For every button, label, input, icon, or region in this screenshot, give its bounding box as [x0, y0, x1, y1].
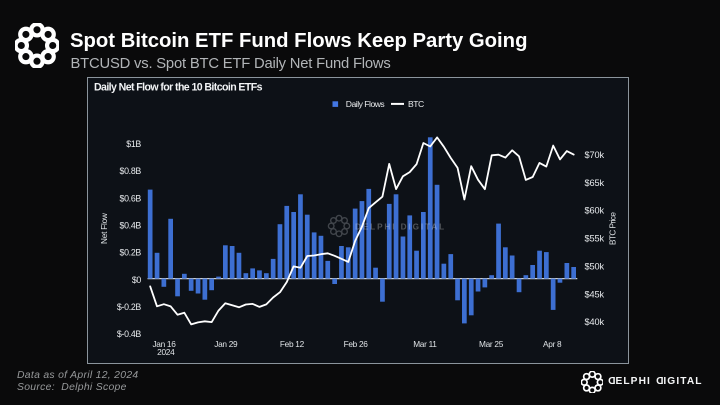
svg-text:2024: 2024 — [157, 347, 175, 357]
svg-text:$-0.4B: $-0.4B — [117, 329, 142, 339]
svg-text:Mar 25: Mar 25 — [479, 339, 504, 349]
svg-text:Jan 29: Jan 29 — [214, 339, 238, 349]
svg-text:$0.4B: $0.4B — [120, 221, 142, 231]
svg-text:Jan 16: Jan 16 — [152, 339, 176, 349]
svg-text:$1B: $1B — [126, 139, 141, 149]
svg-text:$0.2B: $0.2B — [120, 248, 142, 258]
svg-text:$60k: $60k — [585, 206, 605, 216]
svg-text:Feb 26: Feb 26 — [344, 339, 369, 349]
svg-text:$65k: $65k — [585, 178, 605, 188]
svg-text:Mar 11: Mar 11 — [413, 339, 437, 349]
svg-text:$55k: $55k — [585, 234, 605, 244]
svg-text:BTC: BTC — [408, 99, 424, 109]
svg-text:$40k: $40k — [585, 317, 605, 327]
svg-text:Feb 12: Feb 12 — [280, 339, 305, 349]
svg-text:Daily Net Flow for the 10 Bitc: Daily Net Flow for the 10 Bitcoin ETFs — [94, 82, 263, 94]
svg-text:$50k: $50k — [585, 261, 605, 271]
svg-text:$0.6B: $0.6B — [120, 193, 142, 203]
svg-text:$0: $0 — [132, 275, 142, 285]
svg-text:DELPHI DIGITAL: DELPHI DIGITAL — [355, 223, 446, 232]
svg-text:$-0.2B: $-0.2B — [117, 302, 142, 312]
svg-text:BTC Price: BTC Price — [609, 212, 618, 245]
svg-text:$45k: $45k — [585, 289, 605, 299]
svg-text:$70k: $70k — [585, 150, 605, 160]
svg-text:Apr 8: Apr 8 — [543, 339, 562, 349]
svg-text:Daily Flows: Daily Flows — [346, 99, 385, 109]
svg-text:Net Flow: Net Flow — [100, 213, 109, 244]
svg-text:$0.8B: $0.8B — [120, 166, 142, 176]
